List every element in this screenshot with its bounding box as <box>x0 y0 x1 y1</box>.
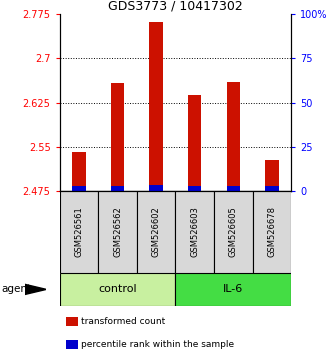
Bar <box>149 185 163 191</box>
Text: GSM526605: GSM526605 <box>229 206 238 257</box>
Text: percentile rank within the sample: percentile rank within the sample <box>81 340 234 349</box>
Text: control: control <box>98 284 137 295</box>
Bar <box>137 191 175 273</box>
Bar <box>253 191 291 273</box>
Polygon shape <box>25 284 46 295</box>
Bar <box>72 152 86 191</box>
Bar <box>175 191 214 273</box>
Text: agent: agent <box>2 284 32 295</box>
Bar <box>60 273 175 306</box>
Bar <box>72 187 86 191</box>
Text: GSM526602: GSM526602 <box>152 206 161 257</box>
Text: GSM526562: GSM526562 <box>113 206 122 257</box>
Text: IL-6: IL-6 <box>223 284 244 295</box>
Bar <box>188 95 202 191</box>
Text: GSM526678: GSM526678 <box>267 206 276 257</box>
Bar <box>227 186 240 191</box>
Bar <box>265 160 279 191</box>
Text: transformed count: transformed count <box>81 317 166 326</box>
Text: GSM526561: GSM526561 <box>74 206 83 257</box>
Bar <box>265 186 279 191</box>
Bar <box>98 191 137 273</box>
Bar <box>227 82 240 191</box>
Bar <box>111 186 124 191</box>
Bar <box>60 191 98 273</box>
Bar <box>111 83 124 191</box>
Bar <box>149 22 163 191</box>
Bar <box>188 186 202 191</box>
Bar <box>175 273 291 306</box>
Text: GSM526603: GSM526603 <box>190 206 199 257</box>
Bar <box>214 191 253 273</box>
Title: GDS3773 / 10417302: GDS3773 / 10417302 <box>108 0 243 13</box>
